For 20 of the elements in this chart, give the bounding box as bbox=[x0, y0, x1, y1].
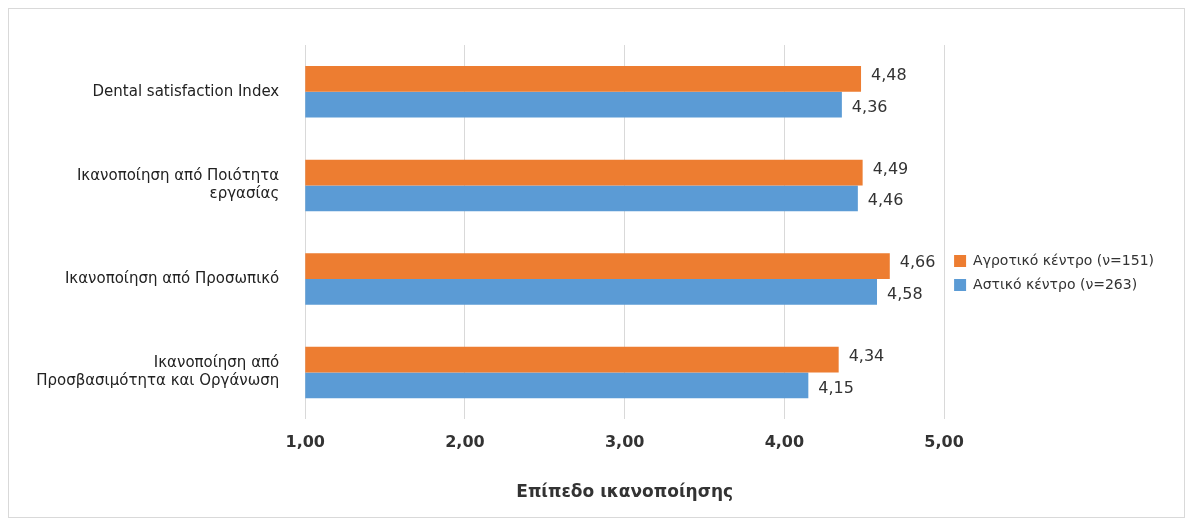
data-label: 4,36 bbox=[851, 96, 888, 116]
data-label: 4,46 bbox=[867, 190, 904, 210]
y-tick-label: Ικανοποίηση από Προσβασιμότητα και Οργάνωση bbox=[36, 353, 280, 390]
y-tick-label: Ικανοποίηση από Προσωπικό bbox=[64, 268, 280, 287]
x-axis-title: Επίπεδο ικανοποίησης bbox=[516, 481, 734, 502]
x-tick-label: 2,00 bbox=[445, 432, 485, 452]
y-tick-label: Ικανοποίηση από Ποιότητα εργασίας bbox=[76, 166, 280, 203]
y-tick-label: Dental satisfaction Index bbox=[92, 81, 280, 100]
x-tick-label: 3,00 bbox=[604, 432, 645, 452]
data-label: 4,49 bbox=[872, 158, 909, 178]
x-tick-label: 1,00 bbox=[285, 432, 325, 452]
data-label: 4,58 bbox=[887, 284, 923, 304]
x-tick-label: 4,00 bbox=[764, 432, 805, 452]
legend-label: Αστικό κέντρο (ν=263) bbox=[973, 275, 1138, 292]
data-label: 4,15 bbox=[818, 377, 854, 397]
x-tick-label: 5,00 bbox=[924, 432, 964, 452]
data-label: 4,34 bbox=[848, 345, 885, 365]
data-label: 4,66 bbox=[899, 252, 936, 272]
legend-label: Αγροτικό κέντρο (ν=151) bbox=[973, 251, 1155, 268]
data-label: 4,48 bbox=[871, 65, 907, 85]
